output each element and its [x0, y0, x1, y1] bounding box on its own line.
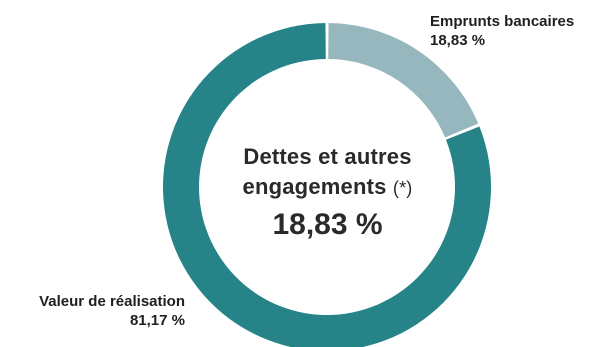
- slice-label-emprunts: Emprunts bancaires 18,83 %: [430, 12, 574, 50]
- center-value: 18,83 %: [272, 208, 383, 241]
- slice-label-emprunts-name: Emprunts bancaires: [430, 13, 575, 30]
- center-label: Dettes et autres engagements (*) 18,83 %: [210, 142, 445, 245]
- donut-slice-emprunts-bancaires: [328, 23, 479, 138]
- center-title: Dettes et autres engagements (*): [210, 142, 445, 203]
- slice-label-valeur-name: Valeur de réalisation: [39, 293, 185, 310]
- slice-label-valeur-value: 81,17 %: [129, 312, 185, 329]
- center-title-line1: Dettes et autres: [243, 144, 412, 169]
- center-note: (*): [392, 178, 413, 198]
- slice-label-valeur: Valeur de réalisation 81,17 %: [39, 292, 185, 330]
- center-title-line2: engagements: [242, 174, 387, 199]
- slice-label-emprunts-value: 18,83 %: [430, 32, 486, 49]
